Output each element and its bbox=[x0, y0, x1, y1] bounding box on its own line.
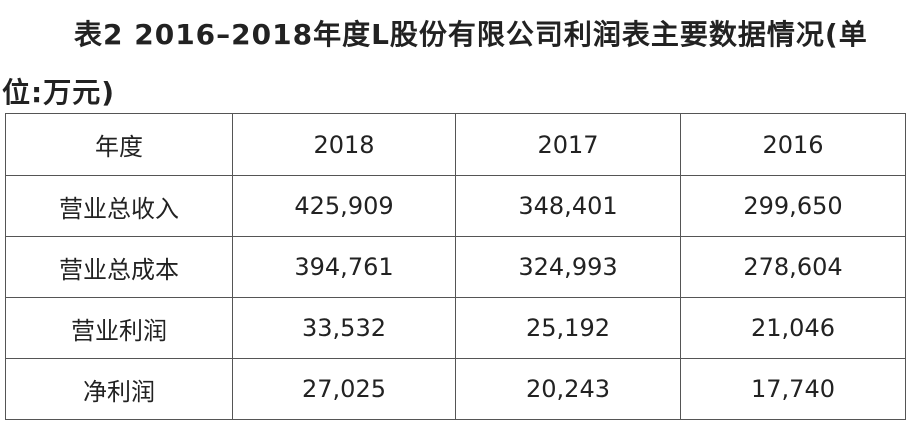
table-cell: 394,761 bbox=[232, 236, 456, 298]
data-table: 年度 2018 2017 2016 营业总收入 425,909 348,401 299,65… bbox=[5, 113, 906, 420]
table-cell: 299,650 bbox=[680, 175, 906, 237]
table-row: 净利润 27,025 20,243 17,740 bbox=[5, 358, 906, 420]
table-row: 营业总收入 425,909 348,401 299,650 bbox=[5, 175, 906, 237]
header-cell: 年度 bbox=[5, 113, 233, 176]
row-label: 营业总收入 bbox=[5, 175, 233, 237]
table-cell: 20,243 bbox=[455, 358, 681, 420]
table-cell: 27,025 bbox=[232, 358, 456, 420]
table-cell: 33,532 bbox=[232, 297, 456, 359]
table-body: 营业总收入 425,909 348,401 299,650 营业总成本 394,761 32… bbox=[5, 175, 906, 420]
table-cell: 21,046 bbox=[680, 297, 906, 359]
table-cell: 25,192 bbox=[455, 297, 681, 359]
title: 表2 2016–2018年度L股份有限公司利润表主要数据情况(单位:万元) bbox=[2, 18, 868, 109]
table-cell: 348,401 bbox=[455, 175, 681, 237]
row-label: 净利润 bbox=[5, 358, 233, 420]
header-cell: 2018 bbox=[232, 113, 456, 176]
row-label: 营业总成本 bbox=[5, 236, 233, 298]
header-row: 年度 2018 2017 2016 bbox=[5, 113, 906, 176]
table-cell: 17,740 bbox=[680, 358, 906, 420]
header-cell: 2017 bbox=[455, 113, 681, 176]
table-row: 营业利润 33,532 25,192 21,046 bbox=[5, 297, 906, 359]
table-cell: 425,909 bbox=[232, 175, 456, 237]
table-cell: 324,993 bbox=[455, 236, 681, 298]
row-label: 营业利润 bbox=[5, 297, 233, 359]
table-cell: 278,604 bbox=[680, 236, 906, 298]
header-cell: 2016 bbox=[680, 113, 906, 176]
table-row: 营业总成本 394,761 324,993 278,604 bbox=[5, 236, 906, 298]
